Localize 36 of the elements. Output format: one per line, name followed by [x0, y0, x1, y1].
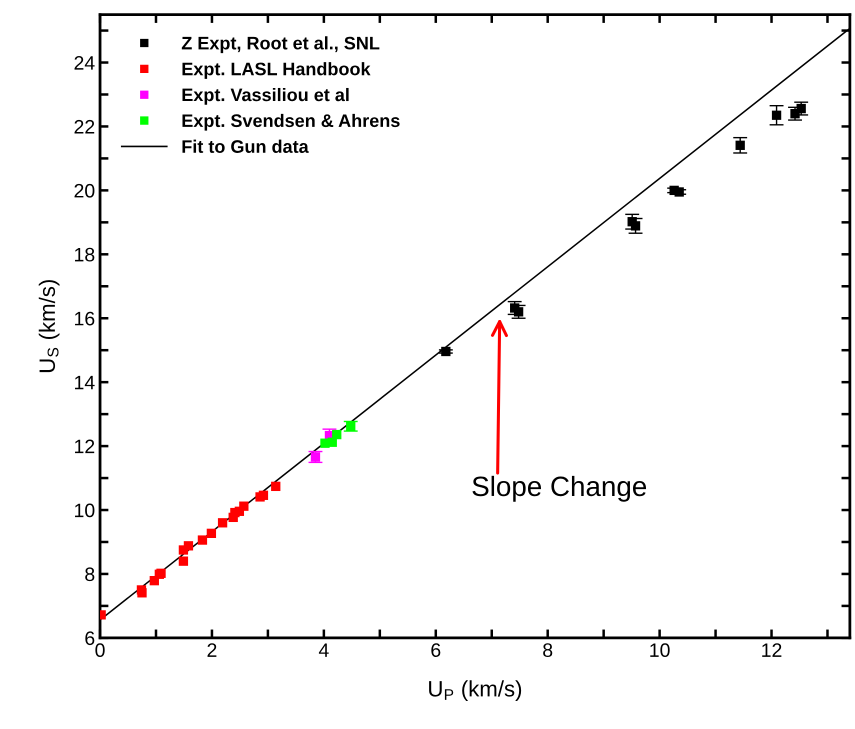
y-tick-label: 16 — [75, 312, 94, 326]
legend-label: Z Expt, Root et al., SNL — [182, 36, 380, 54]
point — [218, 518, 228, 528]
x-tick-label: 0 — [95, 643, 105, 658]
legend-label: Expt. Vassiliou et al — [182, 88, 349, 105]
x-axis-title: U$_{P}$ (km/s) — [429, 680, 522, 702]
x-tick-label: 10 — [650, 643, 670, 658]
legend-label: Expt. LASL Handbook — [182, 62, 371, 79]
y-tick-label: 10 — [75, 503, 94, 518]
y-tick-label: 8 — [85, 567, 94, 582]
y-tick-label: 18 — [75, 248, 94, 262]
y-tick-label: 6 — [85, 631, 94, 646]
point — [271, 482, 280, 492]
point — [332, 430, 342, 440]
point — [198, 535, 208, 545]
x-tick-label: 2 — [208, 643, 216, 657]
y-tick-label: 22 — [74, 120, 94, 134]
x-tick-label: 8 — [543, 643, 552, 658]
point — [137, 588, 147, 598]
point — [184, 541, 194, 550]
y-tick-label: 20 — [74, 184, 94, 198]
annotation: Slope Change — [472, 476, 646, 502]
point — [258, 490, 268, 500]
y-tick-label: 14 — [75, 376, 95, 390]
point — [178, 556, 188, 566]
x-tick-label: 4 — [318, 643, 329, 657]
legend-label: Expt. Svendsen & Ahrens — [182, 114, 400, 131]
x-tick-label: 6 — [431, 643, 440, 658]
y-axis-title: U$_{S}$ (km/s) — [38, 280, 60, 372]
legend-label: Fit to Gun data — [182, 140, 309, 153]
y-tick-label: 12 — [75, 440, 94, 454]
point — [328, 438, 337, 447]
point — [206, 528, 216, 538]
point — [239, 502, 249, 511]
x-tick-label: 12 — [762, 643, 782, 657]
y-tick-label: 24 — [74, 56, 95, 70]
